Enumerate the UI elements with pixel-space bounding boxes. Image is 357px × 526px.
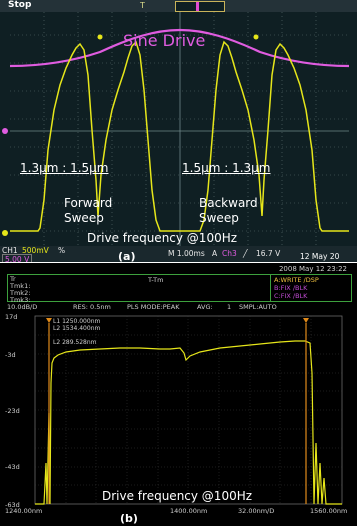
y-tick: -63d xyxy=(5,501,20,509)
ch1-bandwidth-icon: % xyxy=(58,246,66,255)
backward-range-label: 1.5µm : 1.3µm xyxy=(182,161,271,175)
run-status-label[interactable]: Stop xyxy=(8,0,32,10)
mode-setting: PLS MODE:PEAK xyxy=(127,303,180,311)
osa-drive-frequency-label: Drive frequency @100Hz xyxy=(102,489,253,503)
ch1-scale[interactable]: 500mV xyxy=(22,246,49,255)
ch2-scale[interactable]: 5.00 V xyxy=(2,254,33,262)
record-position-indicator xyxy=(175,1,225,12)
oscilloscope-panel: Stop T xyxy=(0,0,357,262)
x-tick: 1240.00nm xyxy=(5,507,43,515)
y-tick: 17d xyxy=(5,313,18,321)
trace-status-box: A:WRITE /DSP B:FIX /BLK C:FIX /BLK xyxy=(270,274,352,302)
marker-info-box: Tr Tmk1: Tmk2: Tmk3: T-Tm xyxy=(7,274,271,304)
info-title: T-Tm xyxy=(148,276,164,284)
backward-label: Backward xyxy=(199,196,258,210)
marker-delta: L2 289.528nm xyxy=(53,339,97,346)
y-tick: -3d xyxy=(5,351,16,359)
trigger-level[interactable]: 16.7 V xyxy=(256,249,281,258)
marker-l2: L2 1534.400nm xyxy=(53,325,101,332)
panel-b-caption: (b) xyxy=(120,512,138,525)
avg-setting: AVG: xyxy=(197,303,213,311)
sampling-setting: SMPL:AUTO xyxy=(239,303,277,311)
x-scale: 32.00nm/D xyxy=(238,507,275,515)
marker-l1: L1 1250.000nm xyxy=(53,318,101,325)
forward-label: Forward xyxy=(64,196,113,210)
forward-sweep-label: Sweep xyxy=(64,211,104,225)
timebase-readout[interactable]: M 1.00ms xyxy=(168,249,205,258)
scope-display xyxy=(2,12,350,246)
trigger-slope-icon: ╱ xyxy=(243,249,248,258)
osa-datetime: 2008 May 12 23:22 xyxy=(278,265,347,273)
forward-range-label: 1.3µm : 1.5µm xyxy=(20,161,109,175)
trace-c-status[interactable]: C:FIX /BLK xyxy=(274,292,308,300)
avg-value: 1 xyxy=(227,303,232,311)
y-tick: -23d xyxy=(5,407,20,415)
info-row: Tr xyxy=(10,275,16,283)
trigger-position-icon: T xyxy=(140,1,145,10)
spectrum-display xyxy=(34,315,343,505)
trace-b-status[interactable]: B:FIX /BLK xyxy=(274,284,308,292)
x-tick: 1560.00nm xyxy=(310,507,348,515)
drive-frequency-label: Drive frequency @100Hz xyxy=(87,231,238,245)
backward-sweep-label: Sweep xyxy=(199,211,239,225)
scope-date: 12 May 20 xyxy=(300,252,340,261)
scope-status-bar xyxy=(0,246,357,262)
sine-drive-label: Sine Drive xyxy=(123,31,206,50)
info-row: Tmk2: xyxy=(10,289,31,297)
panel-a-caption: (a) xyxy=(118,250,136,262)
scale-setting: 10.0dB/D xyxy=(7,303,38,311)
trigger-source: A xyxy=(212,249,218,258)
osa-panel: 2008 May 12 23:22 Tr Tmk1: Tmk2: Tmk3: T… xyxy=(0,263,357,526)
y-tick: -43d xyxy=(5,463,20,471)
ch1-label: CH1 xyxy=(2,246,18,255)
info-row: Tmk1: xyxy=(10,282,31,290)
info-row: Tmk3: xyxy=(10,296,31,304)
trace-a-status[interactable]: A:WRITE /DSP xyxy=(274,276,319,284)
x-tick: 1400.00nm xyxy=(170,507,208,515)
resolution-setting: RES: 0.5nm xyxy=(73,303,111,311)
trigger-channel: Ch3 xyxy=(222,249,237,258)
